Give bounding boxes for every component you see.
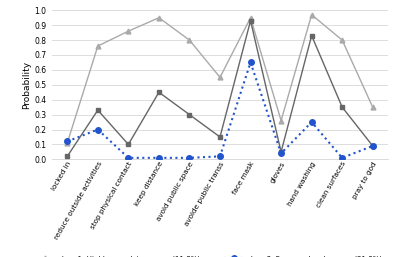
Legend: class 1: Highly complying group (11.8%), class 2: Moderately complying group (66: class 1: Highly complying group (11.8%),… [35, 255, 382, 257]
Y-axis label: Probability: Probability [22, 61, 32, 109]
